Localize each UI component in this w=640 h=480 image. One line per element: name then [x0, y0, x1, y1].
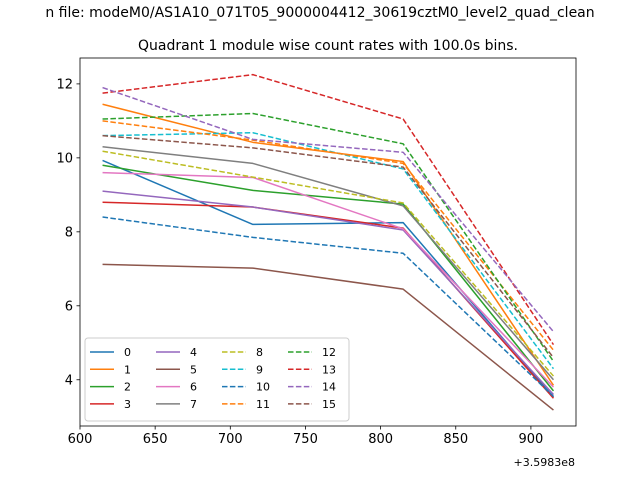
y-tick-label: 4: [65, 373, 73, 388]
legend-box: [84, 337, 350, 422]
x-offset-label: +3.5983e8: [514, 456, 575, 469]
series-line-8: [102, 150, 555, 377]
series-line-6: [102, 171, 554, 388]
series-line-5: [102, 263, 554, 411]
legend-label-15: 15: [322, 398, 336, 411]
legend-label-12: 12: [322, 346, 336, 359]
x-tick-label: 650: [143, 432, 168, 447]
legend-label-6: 6: [190, 381, 197, 394]
series-line-15: [102, 134, 555, 359]
y-tick-label: 8: [65, 225, 73, 240]
legend-label-11: 11: [256, 398, 270, 411]
y-tick-label: 10: [56, 151, 73, 166]
x-tick-label: 800: [368, 432, 393, 447]
x-tick-label: 700: [218, 432, 243, 447]
y-tick-label: 12: [56, 77, 73, 92]
x-tick-label: 900: [518, 432, 543, 447]
legend-label-8: 8: [256, 346, 263, 359]
legend-label-7: 7: [190, 398, 197, 411]
series-line-10: [102, 216, 554, 397]
series-line-1: [102, 103, 555, 386]
legend-label-3: 3: [124, 398, 131, 411]
legend-label-2: 2: [124, 381, 131, 394]
series-line-9: [102, 131, 555, 370]
series-line-4: [102, 190, 555, 396]
legend-label-5: 5: [190, 363, 197, 376]
plot-area: 600 650 700 750 800 850 9004681012012345678910…: [56, 57, 577, 447]
legend-label-1: 1: [124, 363, 131, 376]
series-line-12: [102, 112, 555, 362]
legend-label-10: 10: [256, 381, 270, 394]
legend-label-9: 9: [256, 363, 263, 376]
x-tick-label: 600: [68, 432, 93, 447]
axes-frame: [79, 57, 577, 427]
chart-suptitle: n file: modeM0/AS1A10_071T05_9000004412_…: [45, 5, 594, 21]
legend-label-0: 0: [124, 346, 131, 359]
legend-label-14: 14: [322, 381, 336, 394]
legend-label-13: 13: [322, 363, 336, 376]
series-line-13: [102, 73, 555, 346]
series-line-7: [102, 146, 555, 381]
series-line-2: [102, 164, 555, 392]
legend-label-4: 4: [190, 346, 197, 359]
series-line-0: [102, 159, 555, 398]
x-tick-label: 850: [443, 432, 468, 447]
series-line-11: [102, 120, 555, 351]
x-tick-label: 750: [293, 432, 318, 447]
series-line-14: [102, 86, 555, 333]
y-tick-label: 6: [65, 299, 73, 314]
chart-title: Quadrant 1 module wise count rates with …: [138, 38, 518, 54]
